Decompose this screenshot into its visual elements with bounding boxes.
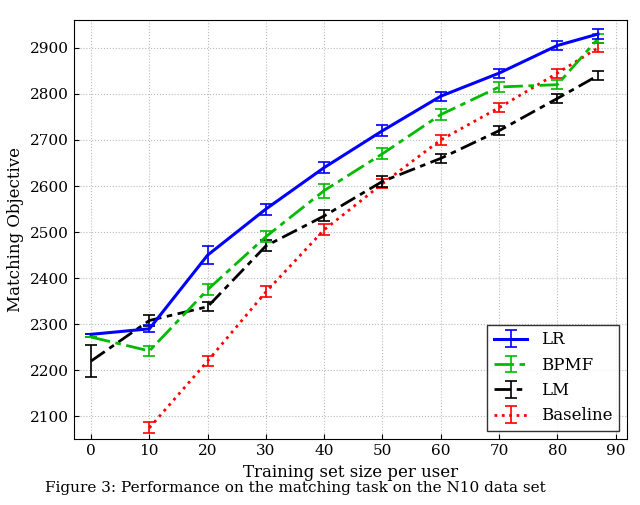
Legend: LR, BPMF, LM, Baseline: LR, BPMF, LM, Baseline <box>488 325 619 431</box>
Text: Figure 3: Performance on the matching task on the N10 data set: Figure 3: Performance on the matching ta… <box>45 481 545 495</box>
Y-axis label: Matching Objective: Matching Objective <box>7 147 24 312</box>
X-axis label: Training set size per user: Training set size per user <box>243 464 458 481</box>
